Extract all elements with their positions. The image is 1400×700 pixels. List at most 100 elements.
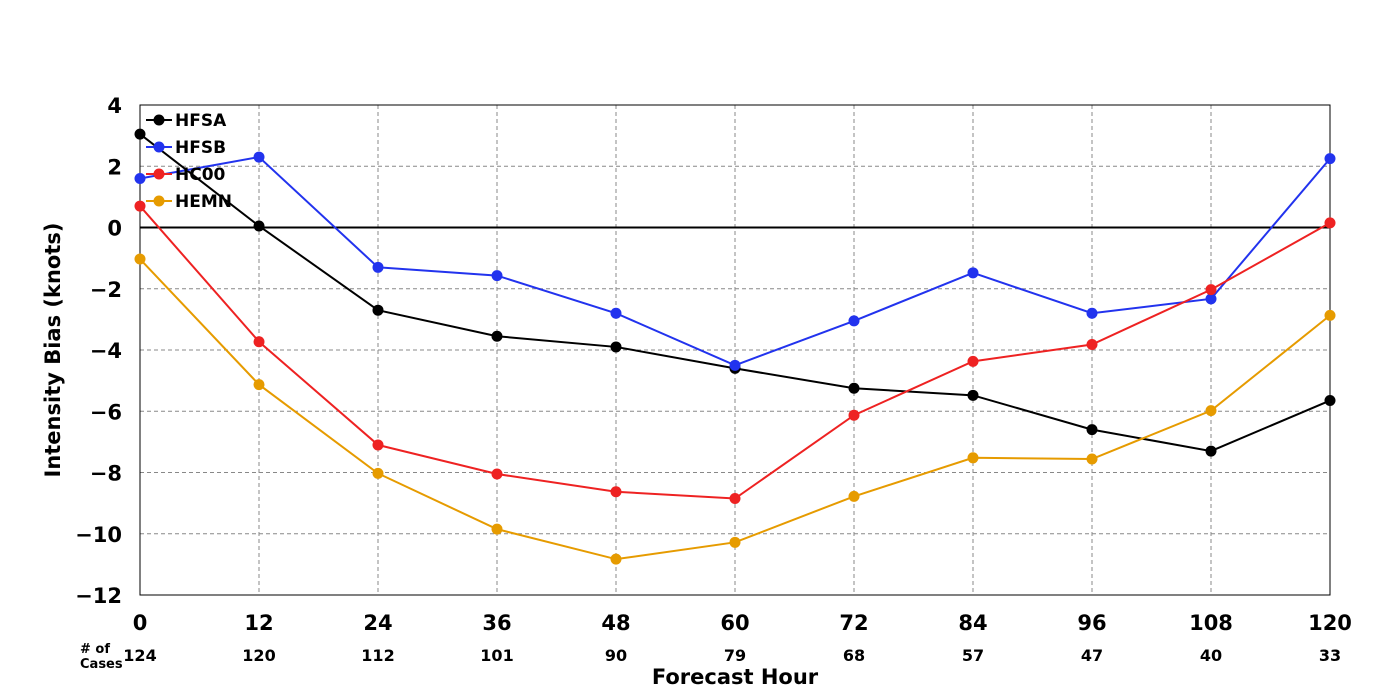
x-tick-label: 24 bbox=[363, 611, 392, 635]
data-point-hc00 bbox=[134, 200, 146, 212]
data-point-hfsb bbox=[729, 359, 741, 371]
x-tick-label: 108 bbox=[1189, 611, 1233, 635]
legend-item-hemn: HEMN bbox=[146, 192, 232, 212]
y-tick-label: 4 bbox=[107, 94, 122, 118]
data-point-hemn bbox=[1324, 309, 1336, 321]
legend-marker bbox=[153, 114, 165, 126]
x-axis-tick-labels: 0 12 24 36 48 60 72 84 96 108 120 bbox=[133, 611, 1352, 635]
data-point-hfsb bbox=[1086, 307, 1098, 319]
y-tick-label: −2 bbox=[90, 278, 122, 302]
data-point-hemn bbox=[253, 379, 265, 391]
data-point-hfsa bbox=[1324, 395, 1336, 407]
data-point-hc00 bbox=[729, 493, 741, 505]
y-tick-label: −12 bbox=[75, 584, 122, 608]
legend-label: HFSA bbox=[175, 111, 227, 131]
cases-label-line-1: # of bbox=[80, 642, 110, 657]
data-point-hfsa bbox=[1205, 445, 1217, 457]
case-count: 47 bbox=[1081, 646, 1103, 665]
data-point-hemn bbox=[491, 523, 503, 535]
data-point-hfsb bbox=[848, 315, 860, 327]
legend: HFSA HFSB HC00 HEMN bbox=[146, 111, 232, 212]
data-point-hfsa bbox=[848, 382, 860, 394]
case-count: 40 bbox=[1200, 646, 1222, 665]
case-count: 101 bbox=[480, 646, 513, 665]
y-tick-label: −10 bbox=[75, 523, 122, 547]
data-point-hemn bbox=[1086, 453, 1098, 465]
legend-marker bbox=[153, 195, 165, 207]
x-tick-label: 96 bbox=[1077, 611, 1106, 635]
case-count: 90 bbox=[605, 646, 627, 665]
case-count: 33 bbox=[1319, 646, 1341, 665]
plot-area-frame bbox=[139, 104, 1331, 596]
x-tick-label: 84 bbox=[958, 611, 987, 635]
y-tick-label: −6 bbox=[90, 400, 122, 424]
y-axis-tick-labels: 4 2 0 −2 −4 −6 −8 −10 −12 bbox=[75, 94, 122, 608]
data-point-hemn bbox=[848, 490, 860, 502]
data-point-hfsa bbox=[1086, 424, 1098, 436]
data-point-hc00 bbox=[1086, 338, 1098, 350]
y-tick-label: −8 bbox=[90, 462, 122, 486]
data-point-hfsa bbox=[372, 304, 384, 316]
data-point-hc00 bbox=[1324, 217, 1336, 229]
data-point-hfsa bbox=[253, 220, 265, 232]
case-count: 112 bbox=[361, 646, 394, 665]
x-tick-label: 36 bbox=[482, 611, 511, 635]
legend-label: HEMN bbox=[175, 192, 232, 212]
data-point-hfsb bbox=[253, 151, 265, 163]
series-hc00 bbox=[134, 200, 1336, 505]
data-point-hc00 bbox=[253, 336, 265, 348]
y-tick-label: 2 bbox=[107, 155, 122, 179]
case-count: 57 bbox=[962, 646, 984, 665]
x-tick-label: 60 bbox=[720, 611, 749, 635]
data-point-hfsb bbox=[1324, 153, 1336, 165]
y-tick-label: 0 bbox=[107, 217, 122, 241]
legend-item-hfsb: HFSB bbox=[146, 138, 226, 158]
x-tick-label: 12 bbox=[244, 611, 273, 635]
data-point-hfsa bbox=[967, 389, 979, 401]
data-point-hfsb bbox=[967, 267, 979, 279]
data-point-hfsb bbox=[1205, 293, 1217, 305]
case-count-labels: 124 120 112 101 90 79 68 57 47 40 33 bbox=[123, 646, 1341, 665]
x-tick-label: 0 bbox=[133, 611, 148, 635]
data-point-hemn bbox=[372, 467, 384, 479]
data-point-hc00 bbox=[610, 486, 622, 498]
legend-label: HFSB bbox=[175, 138, 226, 158]
y-axis-title: Intensity Bias (knots) bbox=[41, 223, 65, 478]
data-point-hc00 bbox=[372, 439, 384, 451]
grid-lines bbox=[140, 105, 1330, 595]
legend-item-hfsa: HFSA bbox=[146, 111, 227, 131]
series-hfsb bbox=[134, 151, 1336, 371]
data-point-hc00 bbox=[1205, 284, 1217, 296]
legend-label: HC00 bbox=[175, 165, 226, 185]
case-count: 124 bbox=[123, 646, 156, 665]
data-point-hemn bbox=[967, 452, 979, 464]
series-hemn bbox=[134, 253, 1336, 565]
series-layer bbox=[134, 128, 1336, 565]
data-point-hfsb bbox=[610, 307, 622, 319]
data-point-hc00 bbox=[967, 355, 979, 367]
y-tick-label: −4 bbox=[90, 339, 122, 363]
legend-marker bbox=[153, 168, 165, 180]
x-tick-label: 120 bbox=[1308, 611, 1352, 635]
data-point-hemn bbox=[610, 553, 622, 565]
case-count: 120 bbox=[242, 646, 275, 665]
x-tick-label: 48 bbox=[601, 611, 630, 635]
data-point-hfsa bbox=[134, 128, 146, 140]
data-point-hfsb bbox=[134, 173, 146, 184]
data-point-hemn bbox=[729, 536, 741, 548]
data-point-hc00 bbox=[491, 468, 503, 480]
cases-label-line-2: Cases bbox=[80, 657, 123, 672]
legend-item-hc00: HC00 bbox=[146, 165, 226, 185]
case-count: 68 bbox=[843, 646, 865, 665]
data-point-hfsa bbox=[491, 330, 503, 342]
x-axis-title: Forecast Hour bbox=[652, 665, 819, 689]
data-point-hemn bbox=[1205, 405, 1217, 417]
data-point-hfsa bbox=[610, 341, 622, 353]
series-line-hfsa bbox=[139, 133, 1331, 453]
x-tick-label: 72 bbox=[839, 611, 868, 635]
data-point-hc00 bbox=[848, 409, 860, 421]
case-count: 79 bbox=[724, 646, 746, 665]
data-point-hfsb bbox=[491, 270, 503, 282]
legend-marker bbox=[153, 141, 165, 153]
